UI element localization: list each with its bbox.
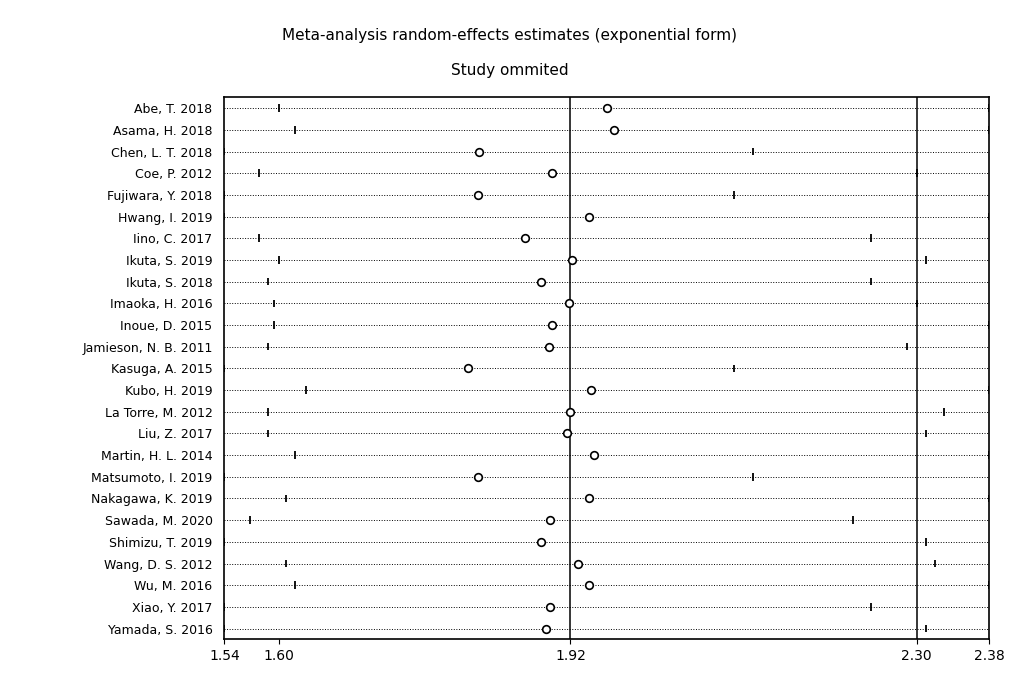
Text: Meta-analysis random-effects estimates (exponential form): Meta-analysis random-effects estimates (…: [282, 28, 737, 43]
Text: Study ommited: Study ommited: [450, 63, 569, 78]
